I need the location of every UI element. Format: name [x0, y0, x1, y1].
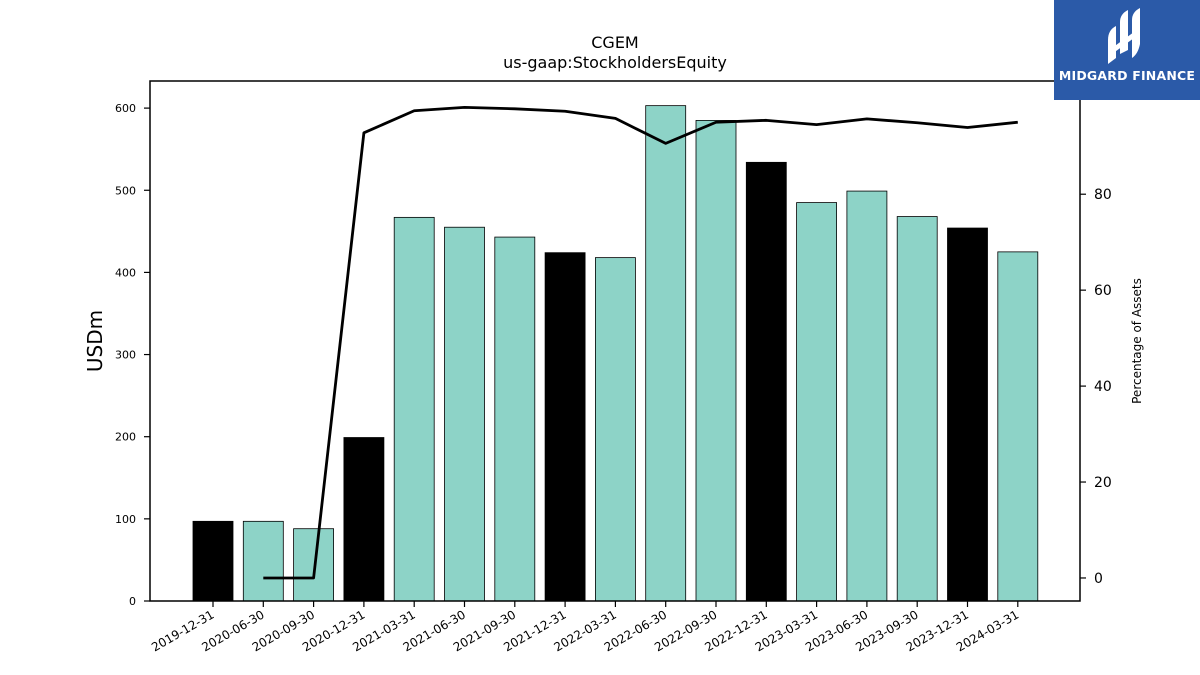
y2-tick-label: 40	[1094, 379, 1112, 395]
y-tick-label: 200	[115, 431, 136, 444]
logo-text: MIDGARD FINANCE	[1058, 68, 1196, 83]
y2-tick-label: 60	[1094, 283, 1112, 299]
bar-2021-03-31	[393, 216, 435, 602]
chart-subtitle: us-gaap:StockholdersEquity	[503, 53, 727, 72]
bar-2023-03-31	[796, 202, 837, 602]
y2-tick-label: 20	[1094, 475, 1112, 491]
line-group	[263, 105, 1018, 580]
y2-axis-label: Percentage of Assets	[1130, 278, 1144, 404]
bar-2023-12-31	[947, 227, 988, 602]
bar-2022-12-31	[745, 161, 787, 602]
bar-2020-12-31	[343, 437, 385, 602]
x-axis: 2019-12-312020-06-302020-09-302020-12-31…	[149, 601, 1021, 654]
bar-2019-12-31	[192, 520, 234, 602]
logo-mark-icon	[1108, 8, 1140, 64]
bar-2020-09-30	[293, 528, 335, 602]
bar-2022-03-31	[595, 257, 636, 602]
y2-tick-label: 0	[1094, 571, 1103, 587]
bar-2022-06-30	[645, 105, 687, 602]
bar-2023-09-30	[896, 216, 938, 602]
y-tick-label: 100	[115, 513, 136, 526]
y-axis-left: 0 100 200 300 400 500 600	[115, 102, 150, 608]
y-tick-label: 600	[115, 102, 136, 115]
chart-title: CGEM	[591, 33, 638, 52]
line-series	[263, 105, 1018, 580]
y-axis-label: USDm	[83, 310, 107, 372]
y-tick-label: 500	[115, 184, 136, 197]
y2-tick-label: 80	[1094, 187, 1112, 203]
y-tick-label: 300	[115, 349, 136, 362]
bar-2023-06-30	[846, 190, 888, 602]
y-axis-right: 0 20 40 60 80	[1080, 187, 1112, 587]
bar-2021-12-31	[544, 252, 586, 602]
bar-2021-09-30	[494, 236, 536, 602]
bar-2020-06-30	[242, 520, 284, 602]
brand-logo: MIDGARD FINANCE	[1054, 0, 1200, 100]
bar-2021-06-30	[444, 226, 485, 602]
bar-2022-09-30	[695, 120, 737, 602]
y-tick-label: 0	[129, 595, 136, 608]
bar-2024-03-31	[997, 251, 1039, 602]
bars-group	[192, 105, 1039, 602]
y-tick-label: 400	[115, 266, 136, 279]
